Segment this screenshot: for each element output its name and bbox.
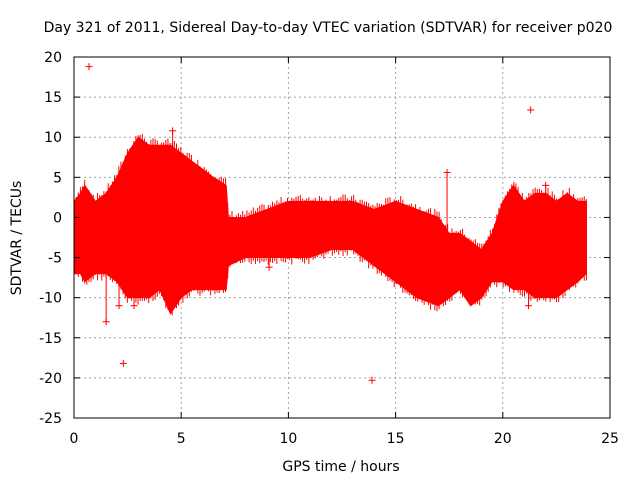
data-series <box>73 63 587 384</box>
y-tick-label: 10 <box>44 130 62 146</box>
y-tick-label: 15 <box>44 90 62 106</box>
x-tick-label: 5 <box>177 431 186 447</box>
y-tick-label: 0 <box>53 210 62 226</box>
y-tick-label: -20 <box>39 371 62 387</box>
x-tick-label: 25 <box>601 431 619 447</box>
outlier-point <box>525 292 533 310</box>
y-tick-label: -15 <box>39 331 62 347</box>
x-tick-label: 0 <box>70 431 79 447</box>
y-tick-label: -5 <box>48 251 62 267</box>
outlier-point <box>85 63 93 71</box>
x-tick-label: 15 <box>387 431 405 447</box>
outlier-point <box>130 297 138 310</box>
outlier-point <box>265 257 273 271</box>
x-tick-label: 10 <box>279 431 297 447</box>
axis-ticks: 0 5 10 15 20 25 20 15 10 5 0 -5 -10 -15 -20 -25 <box>39 50 619 447</box>
y-tick-label: -25 <box>39 411 62 427</box>
outlier-point <box>119 359 127 367</box>
outlier-point <box>115 284 123 310</box>
y-tick-label: 5 <box>53 170 62 186</box>
y-tick-label: -10 <box>39 291 62 307</box>
chart-title: Day 321 of 2011, Sidereal Day-to-day VTE… <box>44 20 613 36</box>
x-axis-title: GPS time / hours <box>282 459 399 475</box>
outlier-point <box>443 169 451 231</box>
y-tick-label: 20 <box>44 50 62 66</box>
outlier-point <box>169 127 177 147</box>
plot-frame <box>73 56 611 419</box>
outlier-point <box>102 273 110 326</box>
outlier-point <box>527 106 535 114</box>
x-tick-label: 20 <box>494 431 512 447</box>
outlier-point <box>368 376 376 384</box>
outlier-point <box>542 181 550 194</box>
y-axis-title: SDTVAR / TECUs <box>9 181 25 296</box>
